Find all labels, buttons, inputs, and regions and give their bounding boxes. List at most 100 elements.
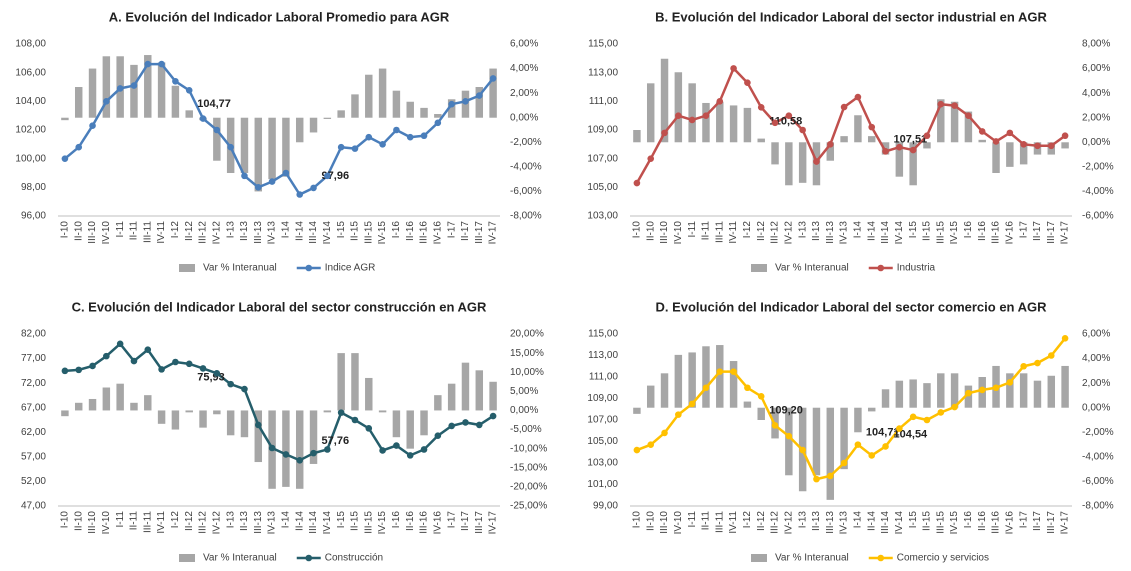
x-tick-label: III-17: [474, 511, 485, 534]
marker: [813, 475, 820, 483]
y-tick-label: 109,00: [587, 125, 618, 136]
y-tick-label: 57,00: [21, 451, 46, 462]
bar: [351, 353, 359, 411]
x-tick-label: IV-14: [322, 221, 333, 245]
bar: [406, 101, 414, 118]
bar: [702, 346, 710, 408]
x-tick-label: I-11: [115, 221, 126, 238]
marker: [882, 148, 889, 155]
y-tick-label: 106,00: [15, 67, 46, 78]
legend-swatch: [751, 264, 767, 272]
bar: [729, 361, 738, 408]
x-tick-label: I-13: [225, 221, 236, 239]
y2-tick-label: 20,00%: [510, 329, 544, 340]
x-tick-label: III-12: [198, 221, 209, 244]
bar: [1047, 375, 1056, 408]
bar: [826, 142, 835, 161]
bar: [420, 107, 428, 118]
bar: [144, 55, 152, 118]
x-tick-label: III-14: [308, 221, 319, 244]
marker: [965, 389, 972, 397]
y2-tick-label: 4,00%: [1082, 88, 1110, 99]
marker: [675, 112, 682, 119]
marker: [1061, 132, 1069, 140]
marker: [896, 143, 903, 151]
marker: [771, 119, 779, 127]
bar: [351, 94, 359, 118]
marker: [489, 412, 497, 420]
bar: [840, 136, 848, 143]
marker: [296, 456, 304, 464]
bar: [978, 139, 986, 143]
x-tick-label: IV-12: [783, 511, 794, 535]
x-tick-label: III-12: [770, 221, 781, 244]
marker: [379, 141, 386, 148]
y-tick-label: 62,00: [21, 427, 46, 438]
bar: [660, 58, 669, 143]
x-tick-label: III-12: [770, 511, 781, 534]
marker: [813, 158, 820, 165]
bar: [185, 410, 193, 413]
y-tick-label: 105,00: [587, 182, 618, 193]
x-tick-label: I-10: [60, 221, 71, 239]
x-tick-label: II-17: [460, 511, 471, 531]
x-tick-label: II-10: [73, 511, 84, 531]
marker: [448, 100, 455, 108]
bar: [895, 142, 904, 177]
bar: [674, 72, 683, 143]
marker: [241, 385, 248, 393]
y2-tick-label: 8,00%: [1082, 39, 1110, 50]
bar: [226, 410, 235, 436]
y-tick-label: 52,00: [21, 476, 46, 487]
x-tick-label: IV-14: [894, 511, 905, 535]
marker: [744, 79, 751, 86]
marker: [771, 422, 779, 429]
marker: [199, 365, 207, 372]
x-tick-label: III-10: [659, 511, 670, 534]
bar: [633, 407, 641, 414]
x-tick-label: I-11: [687, 511, 698, 528]
marker: [254, 184, 262, 191]
x-tick-label: IV-16: [1004, 511, 1015, 535]
marker: [282, 169, 290, 177]
y-tick-label: 67,00: [21, 402, 46, 413]
x-tick-label: III-16: [991, 221, 1002, 244]
bar: [157, 410, 166, 424]
x-tick-label: I-17: [446, 511, 457, 529]
bar: [937, 99, 945, 143]
x-tick-label: II-15: [350, 511, 361, 531]
x-tick-label: III-10: [87, 221, 98, 244]
bar: [185, 110, 193, 118]
marker: [103, 98, 110, 105]
marker: [172, 358, 179, 366]
y-tick-label: 104,00: [15, 96, 46, 107]
marker: [1020, 362, 1027, 370]
y-tick-label: 111,00: [589, 372, 619, 383]
marker: [730, 65, 737, 72]
bar: [992, 142, 1000, 173]
bar: [826, 407, 835, 500]
x-tick-label: II-14: [294, 511, 305, 531]
bar: [295, 410, 304, 489]
chart-title: A. Evolución del Indicador Laboral Prome…: [109, 9, 450, 24]
bar: [702, 102, 710, 143]
marker: [840, 459, 848, 467]
legend-label: Var % Interanual: [775, 263, 849, 274]
y-tick-label: 101,00: [587, 479, 618, 490]
bar: [323, 117, 332, 119]
y-tick-label: 103,00: [587, 458, 618, 469]
bar: [130, 402, 138, 411]
bar: [337, 110, 345, 118]
marker: [909, 413, 917, 421]
legend-swatch: [877, 554, 885, 562]
y-tick-label: 100,00: [15, 153, 46, 164]
y-tick-label: 82,00: [21, 329, 46, 340]
bar: [365, 74, 373, 118]
marker: [688, 400, 696, 408]
marker: [185, 360, 193, 368]
marker: [799, 446, 806, 454]
marker: [337, 143, 345, 151]
x-tick-label: II-13: [239, 221, 250, 241]
x-tick-label: I-17: [446, 221, 457, 239]
x-tick-label: IV-16: [432, 511, 443, 535]
